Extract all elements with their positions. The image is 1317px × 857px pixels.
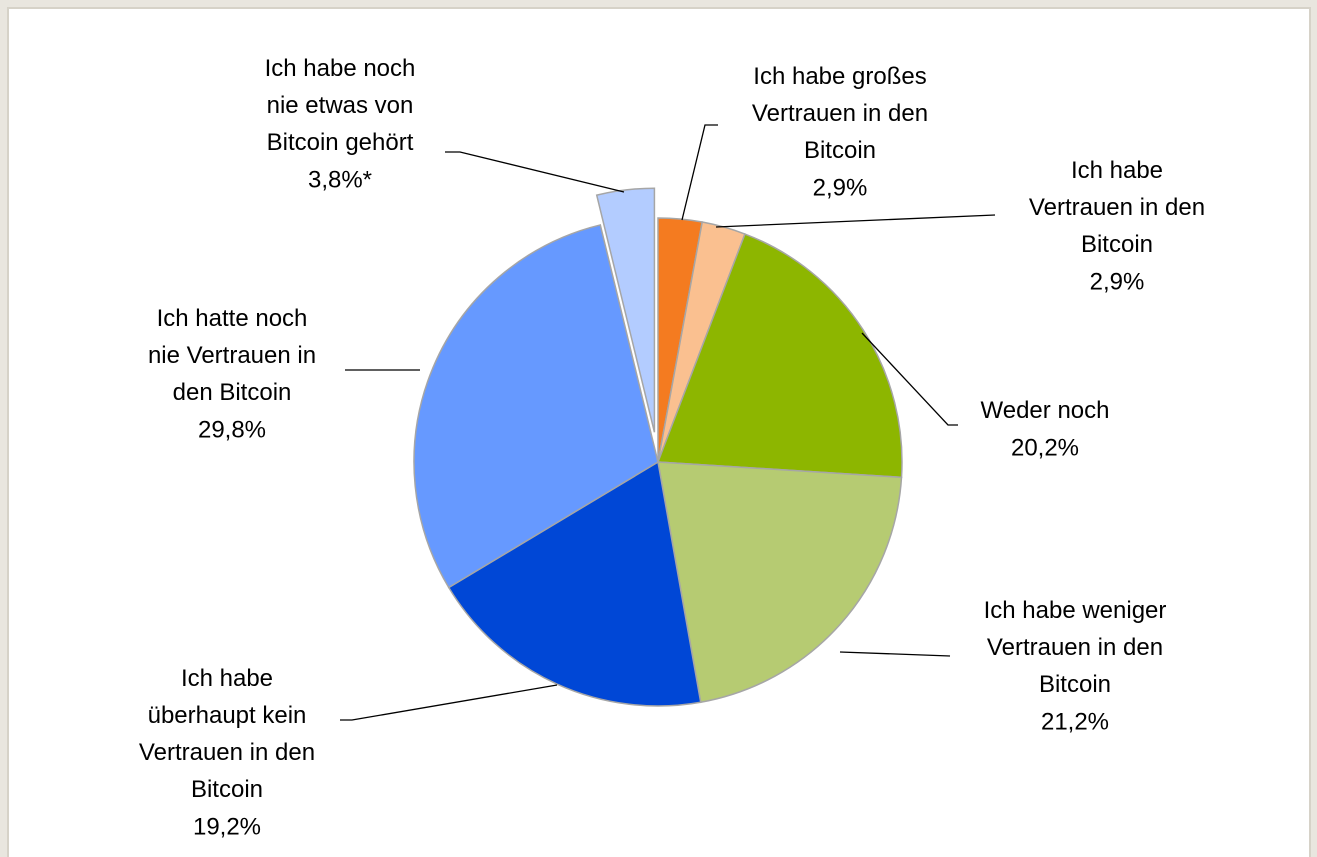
label-line: Ich habe großes [753, 63, 926, 90]
label-line: Weder noch [981, 397, 1110, 424]
value-label: 2,9% [1090, 268, 1145, 295]
slice-label: Ich habe großes Vertrauen in den Bitcoin [752, 63, 928, 164]
label-line: Bitcoin [1081, 231, 1153, 258]
value-label: 29,8% [198, 416, 266, 443]
label-line: Ich habe [1071, 157, 1163, 184]
slice-label: Ich hatte noch nie Vertrauen in den Bitcoi… [148, 305, 316, 406]
leader-line [861, 332, 958, 426]
label-line: Ich habe weniger [984, 597, 1167, 624]
label-line: Bitcoin [191, 776, 263, 803]
label-line: Bitcoin [804, 137, 876, 164]
label-line: Vertrauen in den [139, 739, 315, 766]
label-line: Bitcoin gehört [267, 129, 414, 156]
slice-label: Ich habe Vertrauen in den Bitcoin [1029, 157, 1205, 258]
pie-slice [447, 460, 702, 707]
leader-line [715, 214, 996, 228]
label-line: nie Vertrauen in [148, 342, 316, 369]
value-label: 3,8%* [308, 166, 372, 193]
pie-slice [595, 187, 656, 433]
slice-label: Weder noch [981, 397, 1110, 424]
label-line: Ich habe [181, 665, 273, 692]
label-line: Ich habe noch [265, 55, 416, 82]
label-line: Bitcoin [1039, 671, 1111, 698]
label-line: Ich hatte noch [157, 305, 308, 332]
value-label: 2,9% [813, 174, 868, 201]
label-line: überhaupt kein [148, 702, 307, 729]
slice-label: Ich habe noch nie etwas von Bitcoin gehört [265, 55, 416, 156]
leader-line [681, 124, 718, 221]
label-line: nie etwas von [267, 92, 414, 119]
label-line: Vertrauen in den [752, 100, 928, 127]
label-line: Vertrauen in den [1029, 194, 1205, 221]
value-label: 19,2% [193, 813, 261, 840]
slice-label: Ich habe überhaupt kein Vertrauen in den Bi… [139, 665, 315, 803]
pie-slice [413, 224, 659, 589]
leader-line [445, 151, 625, 193]
leader-line [839, 651, 951, 657]
leader-line [340, 684, 558, 721]
pie-slice [656, 233, 903, 479]
label-line: Vertrauen in den [987, 634, 1163, 661]
value-label: 20,2% [1011, 434, 1079, 461]
slice-label: Ich habe weniger Vertrauen in den Bitcoin [984, 597, 1167, 698]
label-line: den Bitcoin [173, 379, 292, 406]
value-label: 21,2% [1041, 708, 1109, 735]
pie-slice [657, 461, 903, 704]
